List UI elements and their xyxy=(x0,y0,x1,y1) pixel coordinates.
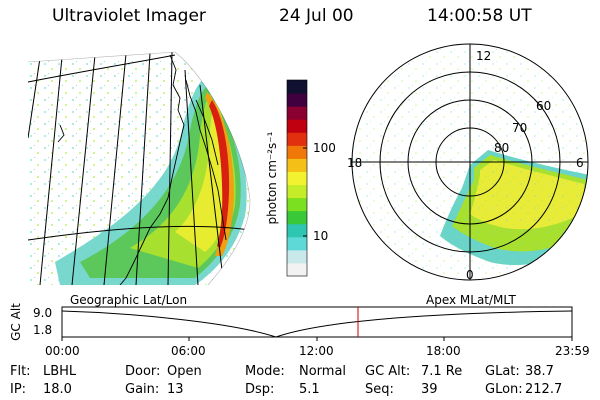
info-label: GLat: xyxy=(485,364,520,379)
coastline xyxy=(57,54,227,285)
timeline-xtick: 23:59 xyxy=(555,344,590,358)
colorbar-segment xyxy=(287,158,307,172)
timeline-xtick: 00:00 xyxy=(45,344,80,358)
colorbar-tick-label: 100 xyxy=(313,141,336,155)
colorbar-segment xyxy=(287,184,307,199)
timeline-xtick: 12:00 xyxy=(299,344,334,358)
altitude-curve xyxy=(61,310,573,338)
mlt-label-0: 0 xyxy=(466,268,474,282)
geo-map-caption: Geographic Lat/Lon xyxy=(70,293,188,307)
colorbar-tick-label: 10 xyxy=(313,229,328,243)
colorbar xyxy=(286,79,308,277)
colorbar-segment xyxy=(287,262,307,277)
colorbar-frame xyxy=(286,79,308,277)
colorbar-segment xyxy=(287,210,307,225)
info-label: Dsp: xyxy=(245,382,275,397)
info-label: Door: xyxy=(125,364,161,379)
colorbar-segment xyxy=(287,106,307,120)
info-value: 5.1 xyxy=(299,382,320,397)
colorbar-segment xyxy=(287,119,307,133)
aurora-band-yellow xyxy=(175,100,232,252)
mlat-label-70: 70 xyxy=(512,121,527,135)
observation-time: 14:00:58 UT xyxy=(427,6,532,26)
colorbar-segment xyxy=(287,236,307,251)
colorbar-segment xyxy=(287,132,307,146)
info-value: 38.7 xyxy=(525,364,554,379)
info-value: 39 xyxy=(421,382,438,397)
info-value: 13 xyxy=(167,382,184,397)
info-label: Mode: xyxy=(245,364,285,379)
info-value: Normal xyxy=(299,364,347,379)
info-label: GLon: xyxy=(485,382,523,397)
colorbar-segment xyxy=(287,223,307,238)
info-value: LBHL xyxy=(43,364,77,379)
colorbar-segment xyxy=(287,249,307,264)
geo-grid xyxy=(28,52,250,285)
geographic-map xyxy=(28,52,250,285)
info-label: Seq: xyxy=(365,382,394,397)
instrument-title: Ultraviolet Imager xyxy=(52,6,206,26)
mlt-label-18: 18 xyxy=(347,156,362,170)
observation-date: 24 Jul 00 xyxy=(279,6,354,26)
polar-map-caption: Apex MLat/MLT xyxy=(426,293,516,307)
timeline-ylabel: GC Alt xyxy=(9,303,23,341)
info-label: IP: xyxy=(10,382,27,397)
timeline-xtick: 18:00 xyxy=(426,344,461,358)
info-value: 7.1 Re xyxy=(421,364,463,379)
info-label: Flt: xyxy=(10,364,31,379)
mlat-label-60: 60 xyxy=(536,99,551,113)
timeline-xtick: 06:00 xyxy=(171,344,206,358)
colorbar-segment xyxy=(287,93,307,107)
colorbar-segment xyxy=(287,145,307,159)
info-value: 212.7 xyxy=(525,382,563,397)
polar-map: 12 18 6 0 60 70 80 xyxy=(347,43,589,282)
timeline-frame xyxy=(61,306,573,338)
colorbar-unit-label: photon cm⁻²s⁻¹ xyxy=(265,131,279,224)
earth-limb xyxy=(27,51,251,286)
timeline-ytick-min: 1.8 xyxy=(33,323,53,337)
polar-grid xyxy=(351,43,589,281)
mlat-label-80: 80 xyxy=(494,141,509,155)
mlt-label-6: 6 xyxy=(576,156,584,170)
colorbar-segment xyxy=(287,80,307,94)
timeline-ytick-max: 9.0 xyxy=(33,306,53,320)
colorbar-segment xyxy=(287,197,307,212)
timeline-ticks xyxy=(61,337,573,341)
info-label: Gain: xyxy=(125,382,160,397)
info-value: 18.0 xyxy=(43,382,72,397)
info-value: Open xyxy=(167,364,202,379)
mlt-label-12: 12 xyxy=(476,49,491,63)
aurora-oval-red xyxy=(209,100,230,248)
altitude-timeline: GC Alt xyxy=(9,303,573,341)
info-label: GC Alt: xyxy=(365,364,411,379)
colorbar-segment xyxy=(287,171,307,186)
